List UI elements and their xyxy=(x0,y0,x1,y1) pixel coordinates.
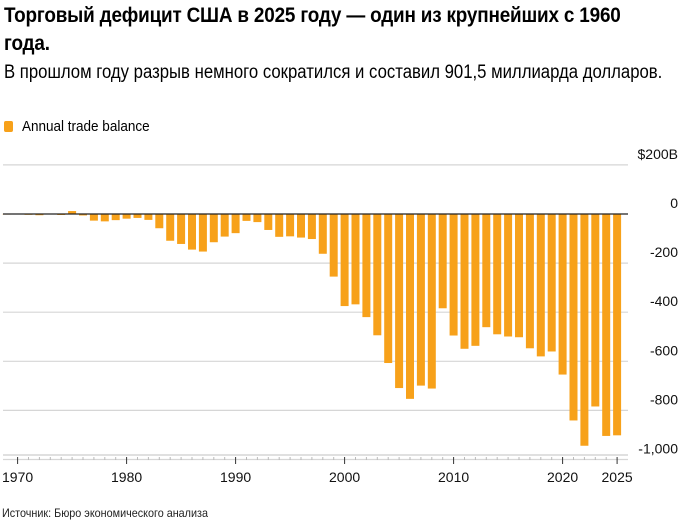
bar-2000 xyxy=(340,214,349,307)
bar-1999 xyxy=(329,214,338,277)
y-tick-label: $200B xyxy=(638,146,678,162)
bar-2018 xyxy=(536,214,545,357)
bar-1972 xyxy=(35,214,44,216)
bar-1984 xyxy=(166,214,175,241)
bar-2017 xyxy=(525,214,534,349)
bar-1997 xyxy=(307,214,316,240)
bar-1983 xyxy=(155,214,164,229)
bar-2003 xyxy=(373,214,382,336)
x-tick-label: 1970 xyxy=(2,469,33,485)
bar-1992 xyxy=(253,214,262,223)
bar-2014 xyxy=(493,214,502,335)
bar-1979 xyxy=(111,214,120,221)
chart-subtitle: В прошлом году разрыв немного сократился… xyxy=(4,62,663,83)
chart-title: Торговый дефицит США в 2025 году — один … xyxy=(4,4,621,55)
bar-1991 xyxy=(242,214,251,221)
bar-1993 xyxy=(264,214,273,230)
bar-1989 xyxy=(220,214,229,237)
y-tick-label: -800 xyxy=(650,391,678,407)
bar-1987 xyxy=(198,214,207,252)
bar-1998 xyxy=(318,214,327,254)
y-tick-label: -600 xyxy=(650,342,678,358)
bar-1982 xyxy=(144,214,153,220)
bar-2010 xyxy=(449,214,458,336)
x-tick-label: 1980 xyxy=(111,469,142,485)
y-tick-label: -200 xyxy=(650,244,678,260)
bar-2013 xyxy=(482,214,491,328)
bar-2019 xyxy=(547,214,556,352)
legend: Annual trade balance xyxy=(4,118,150,135)
bar-2005 xyxy=(395,214,404,389)
bar-1977 xyxy=(89,214,98,221)
bar-2004 xyxy=(384,214,393,364)
bar-1994 xyxy=(275,214,284,237)
bar-2009 xyxy=(438,214,447,309)
x-tick-label: 1990 xyxy=(220,469,251,485)
y-tick-label: 0 xyxy=(670,195,678,211)
bar-2022 xyxy=(580,214,589,446)
bar-2015 xyxy=(504,214,513,337)
bar-1986 xyxy=(188,214,196,250)
x-tick-label: 2000 xyxy=(329,469,360,485)
bar-2023 xyxy=(591,214,600,407)
bar-2008 xyxy=(427,214,436,389)
bar-2020 xyxy=(558,214,567,375)
legend-label: Annual trade balance xyxy=(22,118,150,135)
bar-1995 xyxy=(286,214,295,237)
bar-1975 xyxy=(68,211,77,214)
legend-swatch xyxy=(4,121,13,132)
y-tick-label: -400 xyxy=(650,293,678,309)
bar-2006 xyxy=(406,214,414,399)
x-tick-label: 2020 xyxy=(547,469,578,485)
bar-2011 xyxy=(460,214,469,349)
bar-2016 xyxy=(515,214,523,338)
bar-1981 xyxy=(133,214,142,218)
bar-1985 xyxy=(177,214,186,244)
bar-2021 xyxy=(569,214,578,421)
bar-1990 xyxy=(231,214,240,234)
bar-2012 xyxy=(471,214,480,346)
bar-2025 xyxy=(613,214,622,436)
bar-2002 xyxy=(362,214,371,318)
y-tick-label: -1,000 xyxy=(638,441,678,457)
x-tick-label: 2025 xyxy=(602,469,633,485)
x-tick-label: 2010 xyxy=(438,469,469,485)
source-note: Источник: Бюро экономического анализа xyxy=(2,506,208,520)
bar-2024 xyxy=(602,214,611,436)
bar-1978 xyxy=(100,214,109,222)
bar-2001 xyxy=(351,214,360,305)
bar-1988 xyxy=(209,214,218,243)
bar-1980 xyxy=(122,214,131,219)
bar-1996 xyxy=(297,214,305,238)
bar-2007 xyxy=(416,214,425,386)
bar-1976 xyxy=(79,214,87,216)
